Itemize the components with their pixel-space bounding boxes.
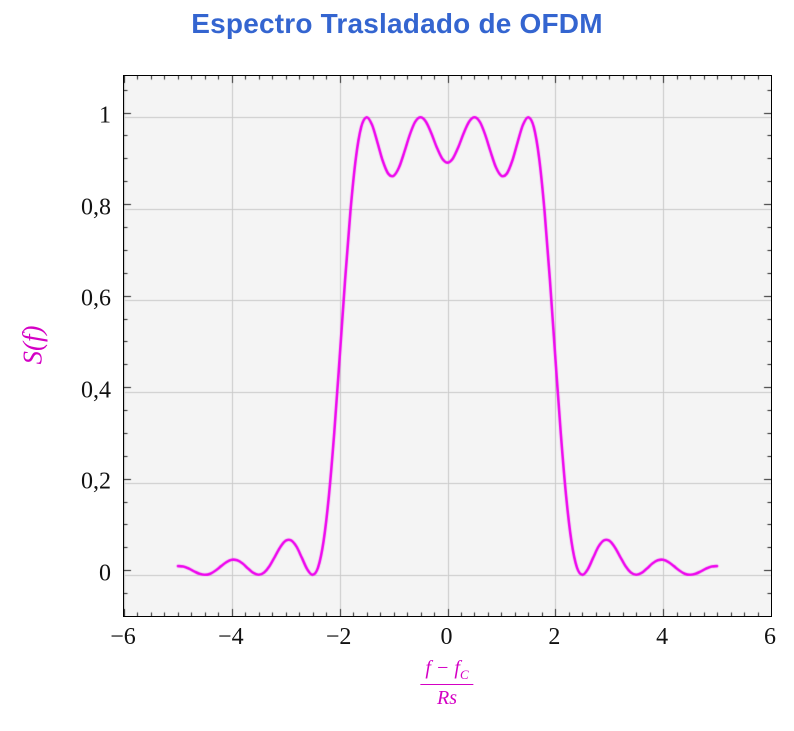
y-tick-label: 0,4 <box>81 377 111 404</box>
chart-title: Espectro Trasladado de OFDM <box>191 8 603 39</box>
x-tick-label: −6 <box>110 624 136 650</box>
x-tick-label: 4 <box>656 624 669 650</box>
x-tick-label: −4 <box>218 624 244 650</box>
y-tick-label: 0 <box>99 560 111 587</box>
y-tick-label: 0,6 <box>81 285 111 312</box>
y-tick-label: 0,2 <box>81 468 111 495</box>
y-axis-label: S(f) <box>17 325 48 365</box>
x-axis-label: f − fC Rs <box>420 656 474 710</box>
x-axis-label-denominator: Rs <box>437 686 457 709</box>
plot-area <box>123 75 772 617</box>
x-tick-label: 2 <box>548 624 561 650</box>
x-tick-label: 6 <box>764 624 776 650</box>
y-tick-label: 0,8 <box>81 194 111 221</box>
x-tick-label: 0 <box>440 624 453 650</box>
x-tick-label: −2 <box>325 624 352 650</box>
x-axis-label-fraction: f − fC Rs <box>420 656 474 710</box>
spectrum-curve-canvas <box>124 76 771 616</box>
x-axis-label-numerator: f − fC <box>420 656 474 685</box>
y-tick-label: 1 <box>99 102 111 129</box>
